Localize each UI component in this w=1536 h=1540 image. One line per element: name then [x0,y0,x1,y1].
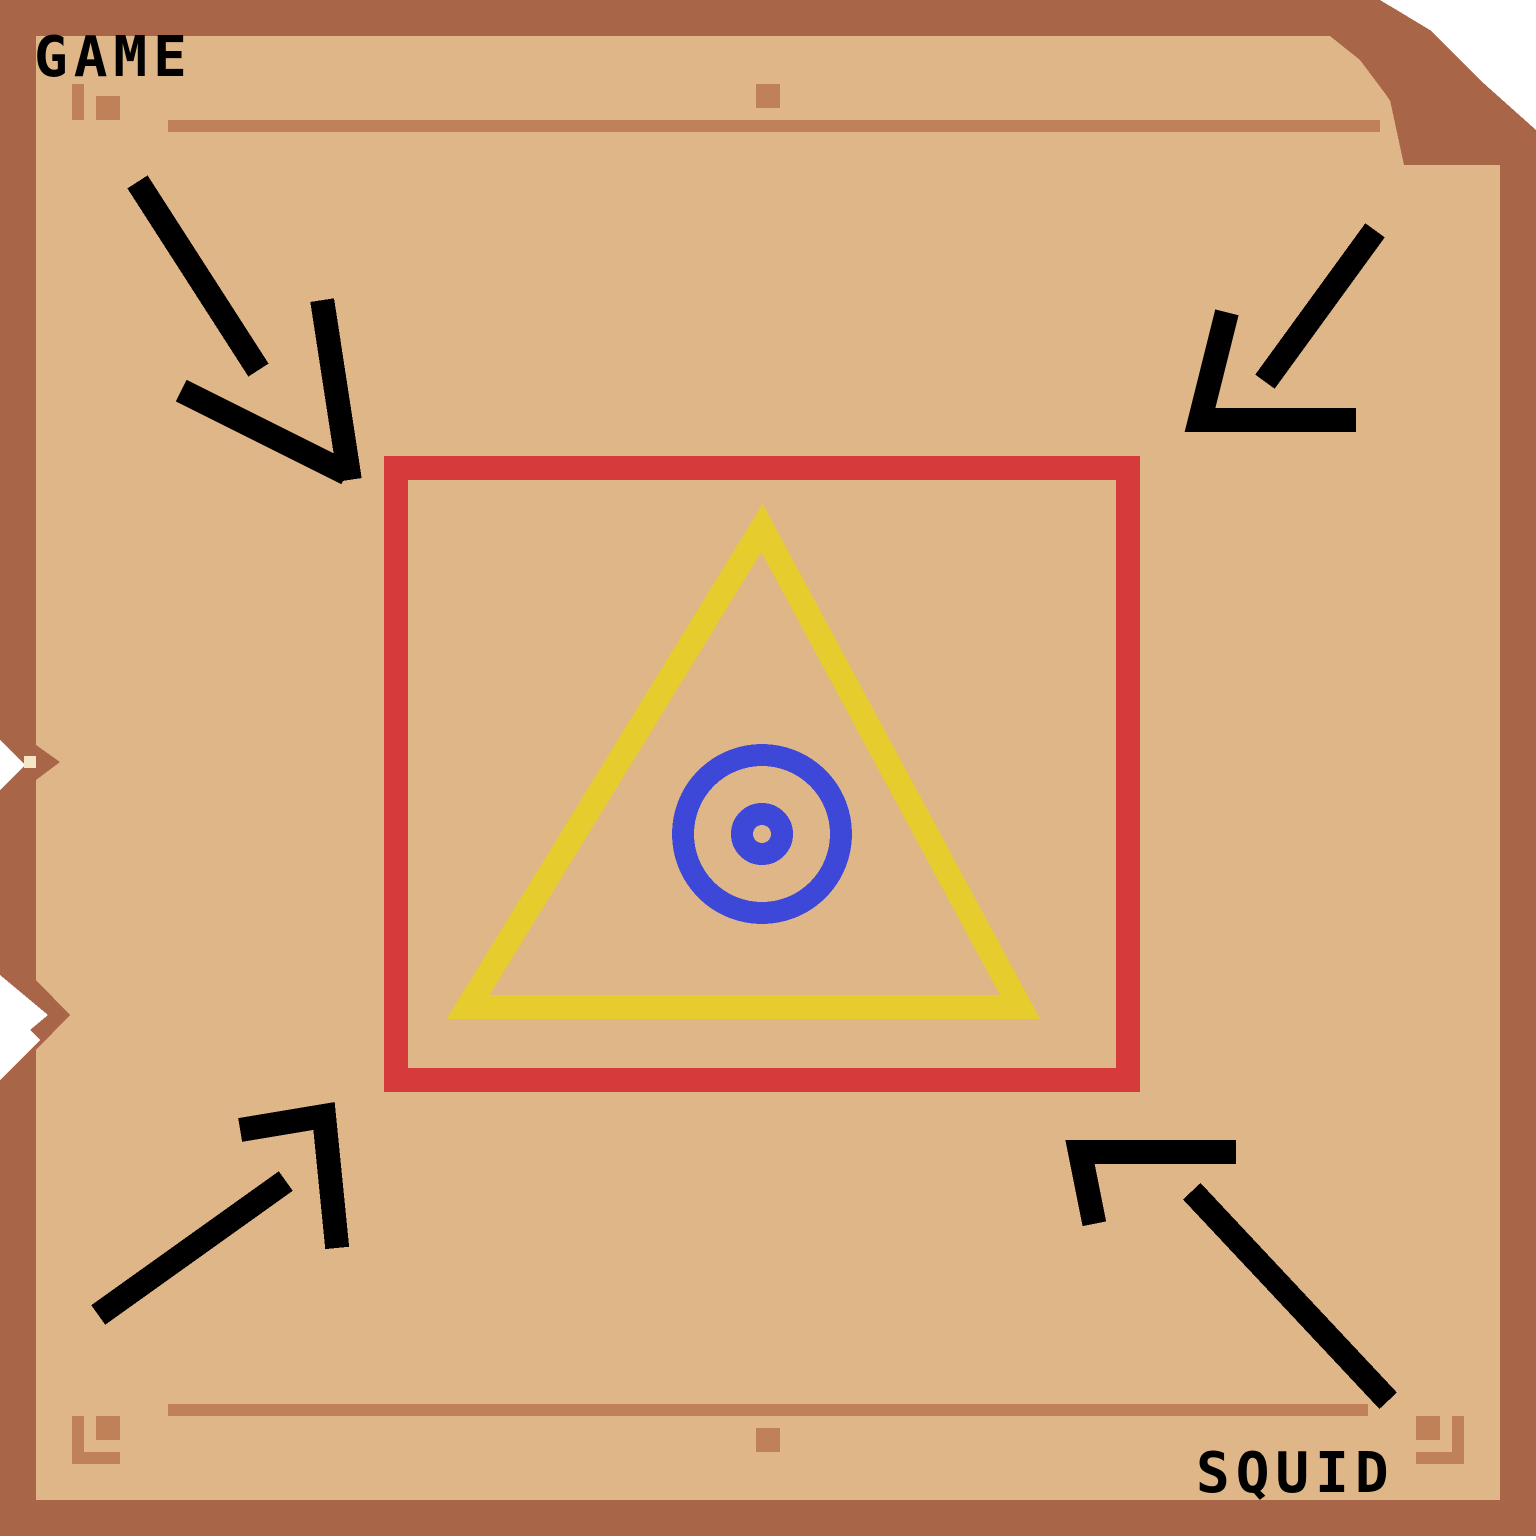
triangle-icon[interactable] [446,503,1041,1019]
arrow-icon-bottom-right [1065,1140,1397,1409]
trim-line-top [168,120,1380,132]
corner-bracket-bottom-left [72,1416,120,1464]
title-game: GAME [34,25,193,90]
arrow-icon-top-left [127,175,362,485]
title-squid: SQUID [1196,1441,1395,1506]
arrow-icon-bottom-left [91,1102,350,1325]
corner-bracket-top-left [72,84,120,120]
notch-dot [24,756,36,768]
board-inner [36,36,1500,1500]
trim-line-bottom [168,1404,1368,1416]
circle-outer-ring [672,744,852,924]
corner-bracket-bottom-right [1416,1416,1464,1464]
arrow-icon-top-right [1184,223,1385,432]
notch-white [0,975,48,1055]
torn-corner [1330,0,1524,140]
circle-inner-dot [731,803,793,865]
trim-dot-top [756,84,780,108]
trim-dot-bottom [756,1428,780,1452]
square-frame-icon[interactable] [384,456,1140,1092]
circle-target-icon[interactable] [672,744,852,924]
